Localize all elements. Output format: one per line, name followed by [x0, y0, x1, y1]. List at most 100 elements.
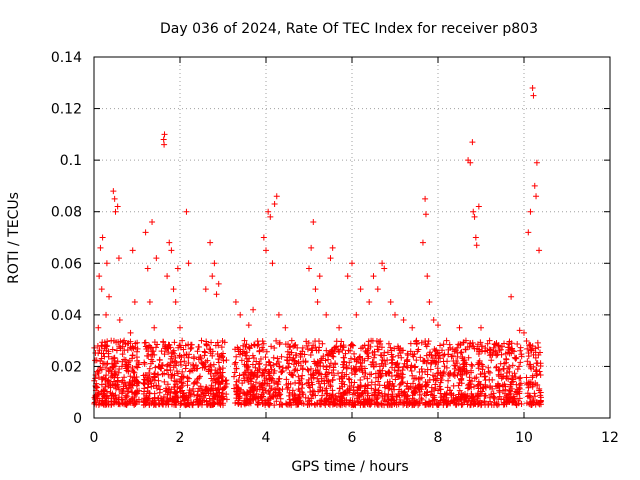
data-point [473, 397, 480, 404]
data-point [181, 358, 188, 365]
x-tick-label: 12 [601, 430, 619, 446]
data-point [378, 344, 385, 351]
data-point [259, 338, 266, 345]
data-point [346, 399, 353, 406]
data-point [126, 397, 133, 404]
data-point [145, 381, 152, 388]
data-point [122, 392, 129, 399]
data-point [351, 397, 358, 404]
data-point [271, 367, 278, 374]
data-point [408, 362, 415, 369]
y-tick-label: 0.06 [51, 256, 82, 272]
data-point [105, 377, 112, 384]
data-point [97, 358, 104, 365]
data-point [190, 362, 197, 369]
data-point [326, 401, 333, 408]
data-point [215, 379, 222, 386]
data-point [127, 373, 134, 380]
data-point [208, 382, 215, 389]
data-point [105, 368, 112, 375]
data-point [202, 286, 209, 293]
data-point [121, 374, 128, 381]
data-point [290, 361, 297, 368]
data-point [528, 347, 535, 354]
data-point [398, 354, 405, 361]
data-point [165, 371, 172, 378]
data-point [184, 378, 191, 385]
data-point [195, 398, 202, 405]
data-point [456, 324, 463, 331]
data-point [509, 345, 516, 352]
data-point [458, 401, 465, 408]
data-point [387, 298, 394, 305]
data-point [461, 390, 468, 397]
data-point [110, 364, 117, 371]
data-point [276, 363, 283, 370]
data-point [470, 208, 477, 215]
data-point [526, 392, 533, 399]
data-point [332, 360, 339, 367]
data-point [350, 384, 357, 391]
data-point [261, 367, 268, 374]
data-point [525, 353, 532, 360]
data-point [527, 208, 534, 215]
data-point [132, 344, 139, 351]
data-point [100, 350, 107, 357]
data-point [357, 353, 364, 360]
data-point [432, 360, 439, 367]
data-point [536, 385, 543, 392]
data-point [166, 239, 173, 246]
data-point [537, 349, 544, 356]
data-point [428, 359, 435, 366]
data-point [131, 390, 138, 397]
data-point [141, 359, 148, 366]
data-point [244, 388, 251, 395]
data-point [115, 339, 122, 346]
data-point [467, 340, 474, 347]
data-point [456, 387, 463, 394]
data-point [175, 394, 182, 401]
data-point [313, 360, 320, 367]
data-point [470, 398, 477, 405]
data-point [119, 351, 126, 358]
data-point [236, 395, 243, 402]
data-point [458, 349, 465, 356]
data-point [323, 364, 330, 371]
data-point [172, 362, 179, 369]
data-point [150, 382, 157, 389]
data-point [252, 379, 259, 386]
data-point [221, 339, 228, 346]
data-point [198, 337, 205, 344]
data-point [244, 358, 251, 365]
data-point [112, 208, 119, 215]
data-point [446, 387, 453, 394]
data-point [245, 322, 252, 329]
data-point [237, 311, 244, 318]
data-point [309, 347, 316, 354]
data-point [339, 395, 346, 402]
data-point [468, 378, 475, 385]
data-point [129, 364, 136, 371]
data-point [329, 376, 336, 383]
data-point [164, 398, 171, 405]
data-point [416, 368, 423, 375]
data-point [151, 371, 158, 378]
data-point [467, 159, 474, 166]
data-point [472, 234, 479, 241]
data-point [506, 364, 513, 371]
data-point [500, 383, 507, 390]
data-point [129, 247, 136, 254]
data-point [486, 337, 493, 344]
data-point [247, 372, 254, 379]
data-point [331, 397, 338, 404]
data-point [151, 370, 158, 377]
data-point [512, 374, 519, 381]
data-point [372, 387, 379, 394]
data-point [340, 342, 347, 349]
data-point [220, 350, 226, 357]
data-point [98, 381, 105, 388]
data-point [267, 213, 274, 220]
data-point [140, 380, 147, 387]
data-point [424, 273, 431, 280]
data-point [164, 381, 171, 388]
